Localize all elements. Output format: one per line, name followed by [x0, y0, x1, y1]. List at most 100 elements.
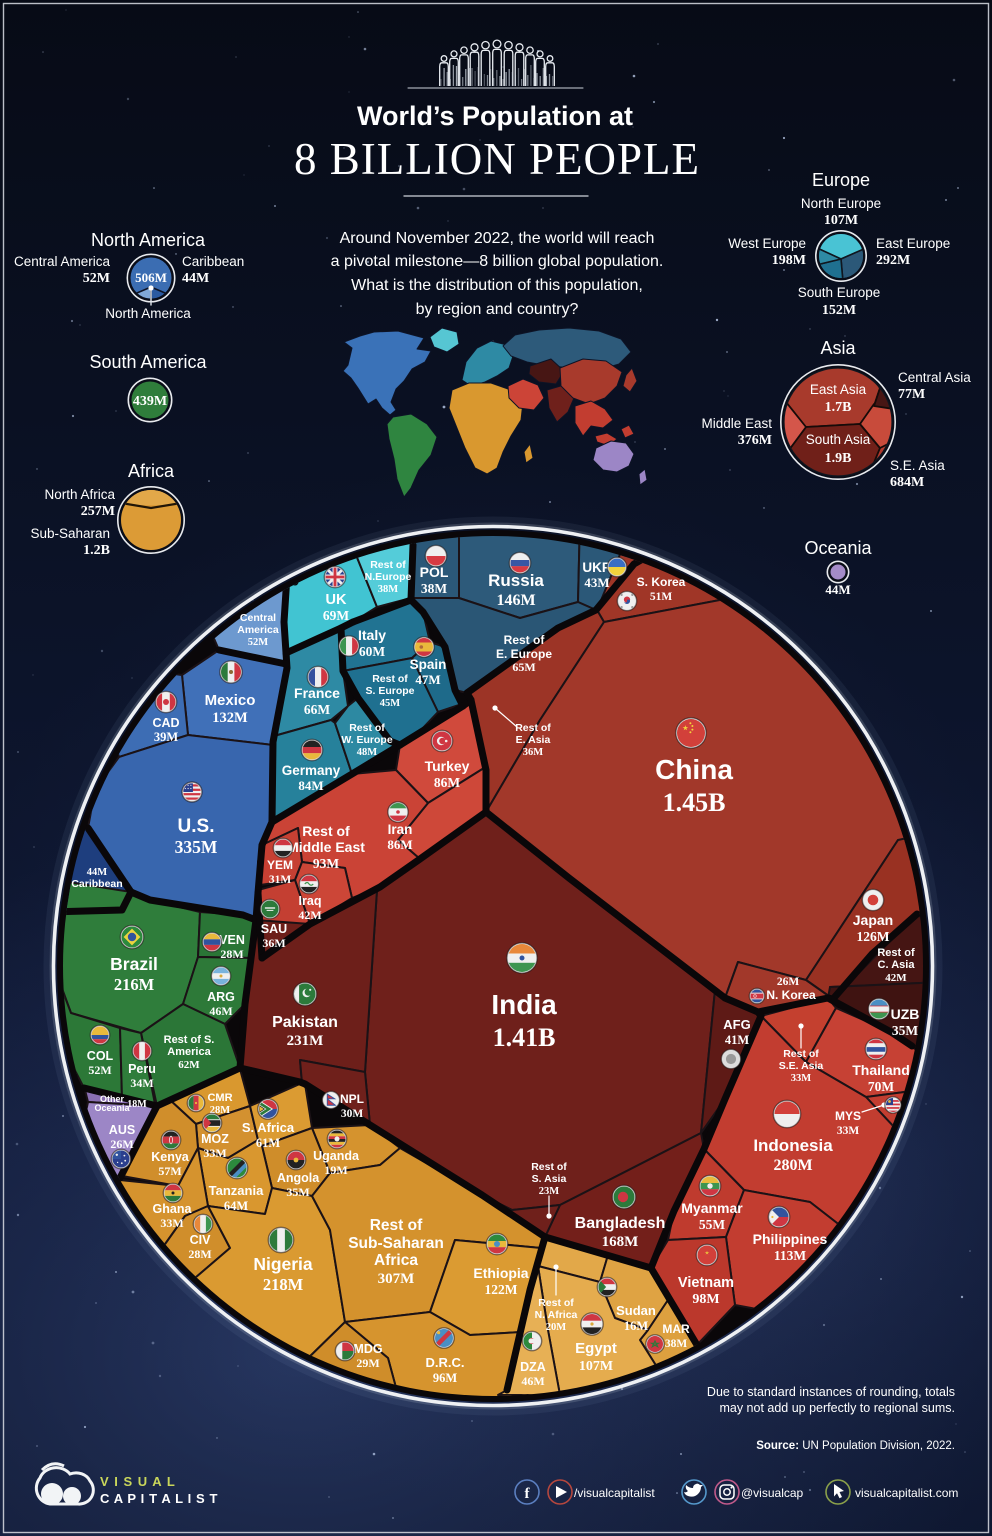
svg-text:AUS: AUS — [109, 1123, 135, 1137]
svg-text:North Africa: North Africa — [44, 487, 115, 502]
svg-text:70M: 70M — [868, 1079, 895, 1094]
svg-text:1.9B: 1.9B — [825, 451, 852, 466]
svg-text:Germany: Germany — [282, 763, 341, 778]
svg-text:77M: 77M — [898, 387, 925, 402]
svg-text:198M: 198M — [772, 253, 806, 268]
svg-text:CMR: CMR — [207, 1092, 232, 1104]
svg-text:DZA: DZA — [520, 1360, 546, 1374]
svg-text:N. Africa: N. Africa — [535, 1309, 578, 1321]
svg-text:33M: 33M — [160, 1216, 183, 1230]
svg-text:35M: 35M — [286, 1185, 309, 1199]
svg-text:47M: 47M — [415, 672, 440, 687]
svg-text:Pakistan: Pakistan — [272, 1014, 338, 1031]
svg-text:North Europe: North Europe — [801, 196, 881, 211]
svg-text:Rest of: Rest of — [538, 1297, 574, 1309]
svg-text:61M: 61M — [256, 1136, 281, 1150]
svg-text:65M: 65M — [512, 660, 535, 674]
svg-text:S. Korea: S. Korea — [637, 575, 686, 589]
svg-text:Indonesia: Indonesia — [753, 1136, 833, 1155]
svg-text:62M: 62M — [178, 1059, 200, 1071]
svg-text:Central America: Central America — [14, 254, 111, 269]
svg-text:216M: 216M — [114, 975, 155, 994]
svg-text:visualcapitalist.com: visualcapitalist.com — [855, 1486, 958, 1500]
svg-text:292M: 292M — [876, 253, 910, 268]
svg-text:60M: 60M — [359, 644, 386, 659]
svg-text:1.7B: 1.7B — [825, 400, 852, 415]
svg-text:f: f — [525, 1486, 531, 1502]
svg-text:335M: 335M — [175, 837, 218, 857]
svg-text:168M: 168M — [602, 1234, 639, 1250]
svg-text:France: France — [294, 685, 340, 701]
svg-text:Rest of: Rest of — [302, 823, 350, 839]
svg-text:Thailand: Thailand — [852, 1062, 910, 1078]
svg-text:@visualcap: @visualcap — [741, 1486, 804, 1500]
svg-text:Rest of: Rest of — [349, 722, 385, 734]
svg-text:East Asia: East Asia — [810, 382, 867, 397]
svg-text:Asia: Asia — [820, 338, 856, 358]
svg-text:CAD: CAD — [152, 716, 179, 730]
svg-text:by region and country?: by region and country? — [416, 301, 579, 318]
svg-text:43M: 43M — [584, 575, 609, 590]
svg-text:42M: 42M — [298, 908, 321, 922]
svg-text:Iraq: Iraq — [299, 894, 322, 908]
svg-text:38M: 38M — [378, 584, 399, 595]
svg-text:Sub-Saharan: Sub-Saharan — [30, 526, 110, 541]
svg-text:N.Europe: N.Europe — [365, 571, 412, 583]
svg-text:16M: 16M — [624, 1319, 649, 1333]
svg-text:152M: 152M — [822, 303, 856, 318]
svg-text:Rest of: Rest of — [531, 1161, 567, 1173]
svg-text:Caribbean: Caribbean — [71, 878, 122, 890]
svg-text:39M: 39M — [154, 730, 179, 744]
svg-text:Myanmar: Myanmar — [681, 1200, 743, 1216]
svg-text:26M: 26M — [777, 976, 800, 988]
svg-text:Ghana: Ghana — [153, 1202, 193, 1216]
svg-text:What is the distribution of th: What is the distribution of this populat… — [351, 277, 643, 294]
svg-text:684M: 684M — [890, 475, 924, 490]
svg-text:113M: 113M — [774, 1248, 807, 1263]
svg-text:YEM: YEM — [267, 858, 293, 872]
svg-text:46M: 46M — [209, 1004, 232, 1018]
svg-text:20M: 20M — [546, 1322, 567, 1333]
svg-text:S. Asia: S. Asia — [532, 1173, 567, 1185]
svg-text:52M: 52M — [248, 637, 269, 648]
svg-text:China: China — [655, 754, 733, 785]
svg-text:South Europe: South Europe — [798, 285, 881, 300]
svg-text:E. Asia: E. Asia — [516, 734, 551, 746]
svg-text:N. Korea: N. Korea — [766, 988, 816, 1002]
svg-text:57M: 57M — [158, 1164, 181, 1178]
svg-text:Rest of: Rest of — [877, 947, 915, 959]
svg-text:Rest of: Rest of — [515, 722, 551, 734]
svg-text:Russia: Russia — [488, 571, 544, 590]
svg-text:Central Asia: Central Asia — [898, 370, 971, 385]
svg-text:107M: 107M — [824, 213, 858, 228]
svg-text:Angola: Angola — [277, 1171, 320, 1185]
svg-text:28M: 28M — [188, 1247, 211, 1261]
svg-text:23M: 23M — [539, 1186, 560, 1197]
svg-text:Mexico: Mexico — [205, 692, 256, 709]
svg-text:132M: 132M — [212, 710, 248, 726]
svg-text:107M: 107M — [579, 1359, 613, 1374]
svg-text:33M: 33M — [203, 1146, 226, 1160]
svg-text:/visualcapitalist: /visualcapitalist — [574, 1486, 655, 1500]
svg-text:Uganda: Uganda — [313, 1149, 360, 1163]
svg-text:98M: 98M — [692, 1292, 719, 1307]
svg-text:42M: 42M — [885, 972, 907, 984]
svg-text:64M: 64M — [224, 1199, 249, 1213]
svg-text:28M: 28M — [210, 1105, 231, 1116]
svg-text:India: India — [491, 989, 557, 1020]
svg-text:North America: North America — [91, 230, 206, 250]
svg-text:66M: 66M — [304, 702, 331, 717]
svg-text:UK: UK — [326, 592, 347, 608]
svg-text:SAU: SAU — [261, 922, 287, 936]
svg-text:146M: 146M — [496, 592, 535, 609]
svg-text:S. Europe: S. Europe — [365, 685, 414, 697]
svg-text:Sudan: Sudan — [616, 1303, 656, 1318]
svg-text:Nigeria: Nigeria — [253, 1254, 313, 1274]
svg-text:Vietnam: Vietnam — [678, 1275, 734, 1291]
svg-text:30M: 30M — [341, 1108, 364, 1120]
svg-text:Africa: Africa — [128, 461, 175, 481]
svg-text:Philippines: Philippines — [753, 1231, 828, 1247]
svg-text:America: America — [167, 1046, 211, 1058]
svg-text:280M: 280M — [773, 1157, 812, 1174]
svg-text:41M: 41M — [725, 1033, 750, 1047]
